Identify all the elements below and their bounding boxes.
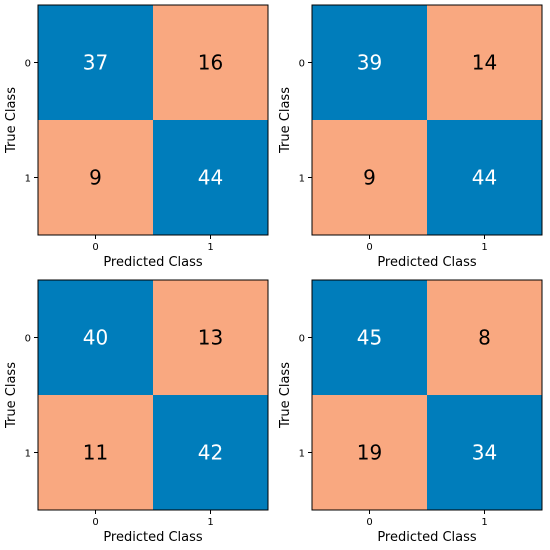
matrix-cell [153, 395, 268, 510]
cell-value: 37 [83, 51, 108, 75]
matrix-cell [427, 395, 542, 510]
x-tick-label: 1 [207, 517, 213, 528]
x-axis-label: Predicted Class [377, 530, 477, 545]
matrix-cell [153, 120, 268, 235]
cell-value: 14 [472, 51, 497, 75]
x-axis-label: Predicted Class [103, 530, 203, 545]
cell-value: 34 [472, 441, 497, 465]
y-axis-label: True Class [278, 362, 293, 429]
matrix-cell [312, 120, 427, 235]
y-tick-label: 0 [299, 334, 305, 345]
plot-frame [311, 279, 543, 511]
cell-value: 45 [357, 326, 382, 350]
matrix-cell [427, 5, 542, 120]
x-axis-label: Predicted Class [377, 255, 477, 270]
matrix-cell [38, 120, 153, 235]
plot-frame [37, 4, 269, 236]
cell-value: 13 [198, 326, 223, 350]
matrix-cell [38, 5, 153, 120]
y-tick-label: 1 [299, 449, 305, 460]
x-tick-label: 0 [92, 242, 98, 253]
x-tick-label: 1 [207, 242, 213, 253]
x-tick-label: 0 [92, 517, 98, 528]
cell-value: 8 [478, 326, 491, 350]
cell-value: 11 [83, 441, 108, 465]
x-tick-label: 0 [366, 517, 372, 528]
x-axis-label: Predicted Class [103, 255, 203, 270]
x-tick-label: 0 [366, 242, 372, 253]
y-tick-label: 1 [25, 174, 31, 185]
cell-value: 42 [198, 441, 223, 465]
cell-value: 9 [363, 166, 376, 190]
matrix-cell [312, 395, 427, 510]
matrix-cell [38, 395, 153, 510]
cell-value: 19 [357, 441, 382, 465]
x-tick-label: 1 [481, 242, 487, 253]
y-tick-label: 1 [25, 449, 31, 460]
plot-frame [37, 279, 269, 511]
cell-value: 44 [198, 166, 223, 190]
cell-value: 44 [472, 166, 497, 190]
y-tick-label: 1 [299, 174, 305, 185]
cell-value: 16 [198, 51, 223, 75]
matrix-cell [312, 280, 427, 395]
y-tick-label: 0 [299, 59, 305, 70]
matrix-cell [427, 280, 542, 395]
y-axis-label: True Class [278, 87, 293, 154]
matrix-cell [153, 280, 268, 395]
y-tick-label: 0 [25, 59, 31, 70]
y-tick-label: 0 [25, 334, 31, 345]
y-axis-label: True Class [4, 87, 19, 154]
cell-value: 40 [83, 326, 108, 350]
cell-value: 9 [89, 166, 102, 190]
matrix-cell [312, 5, 427, 120]
y-axis-label: True Class [4, 362, 19, 429]
cell-value: 39 [357, 51, 382, 75]
matrix-cell [38, 280, 153, 395]
matrix-cell [153, 5, 268, 120]
matrix-cell [427, 120, 542, 235]
plot-frame [311, 4, 543, 236]
x-tick-label: 1 [481, 517, 487, 528]
